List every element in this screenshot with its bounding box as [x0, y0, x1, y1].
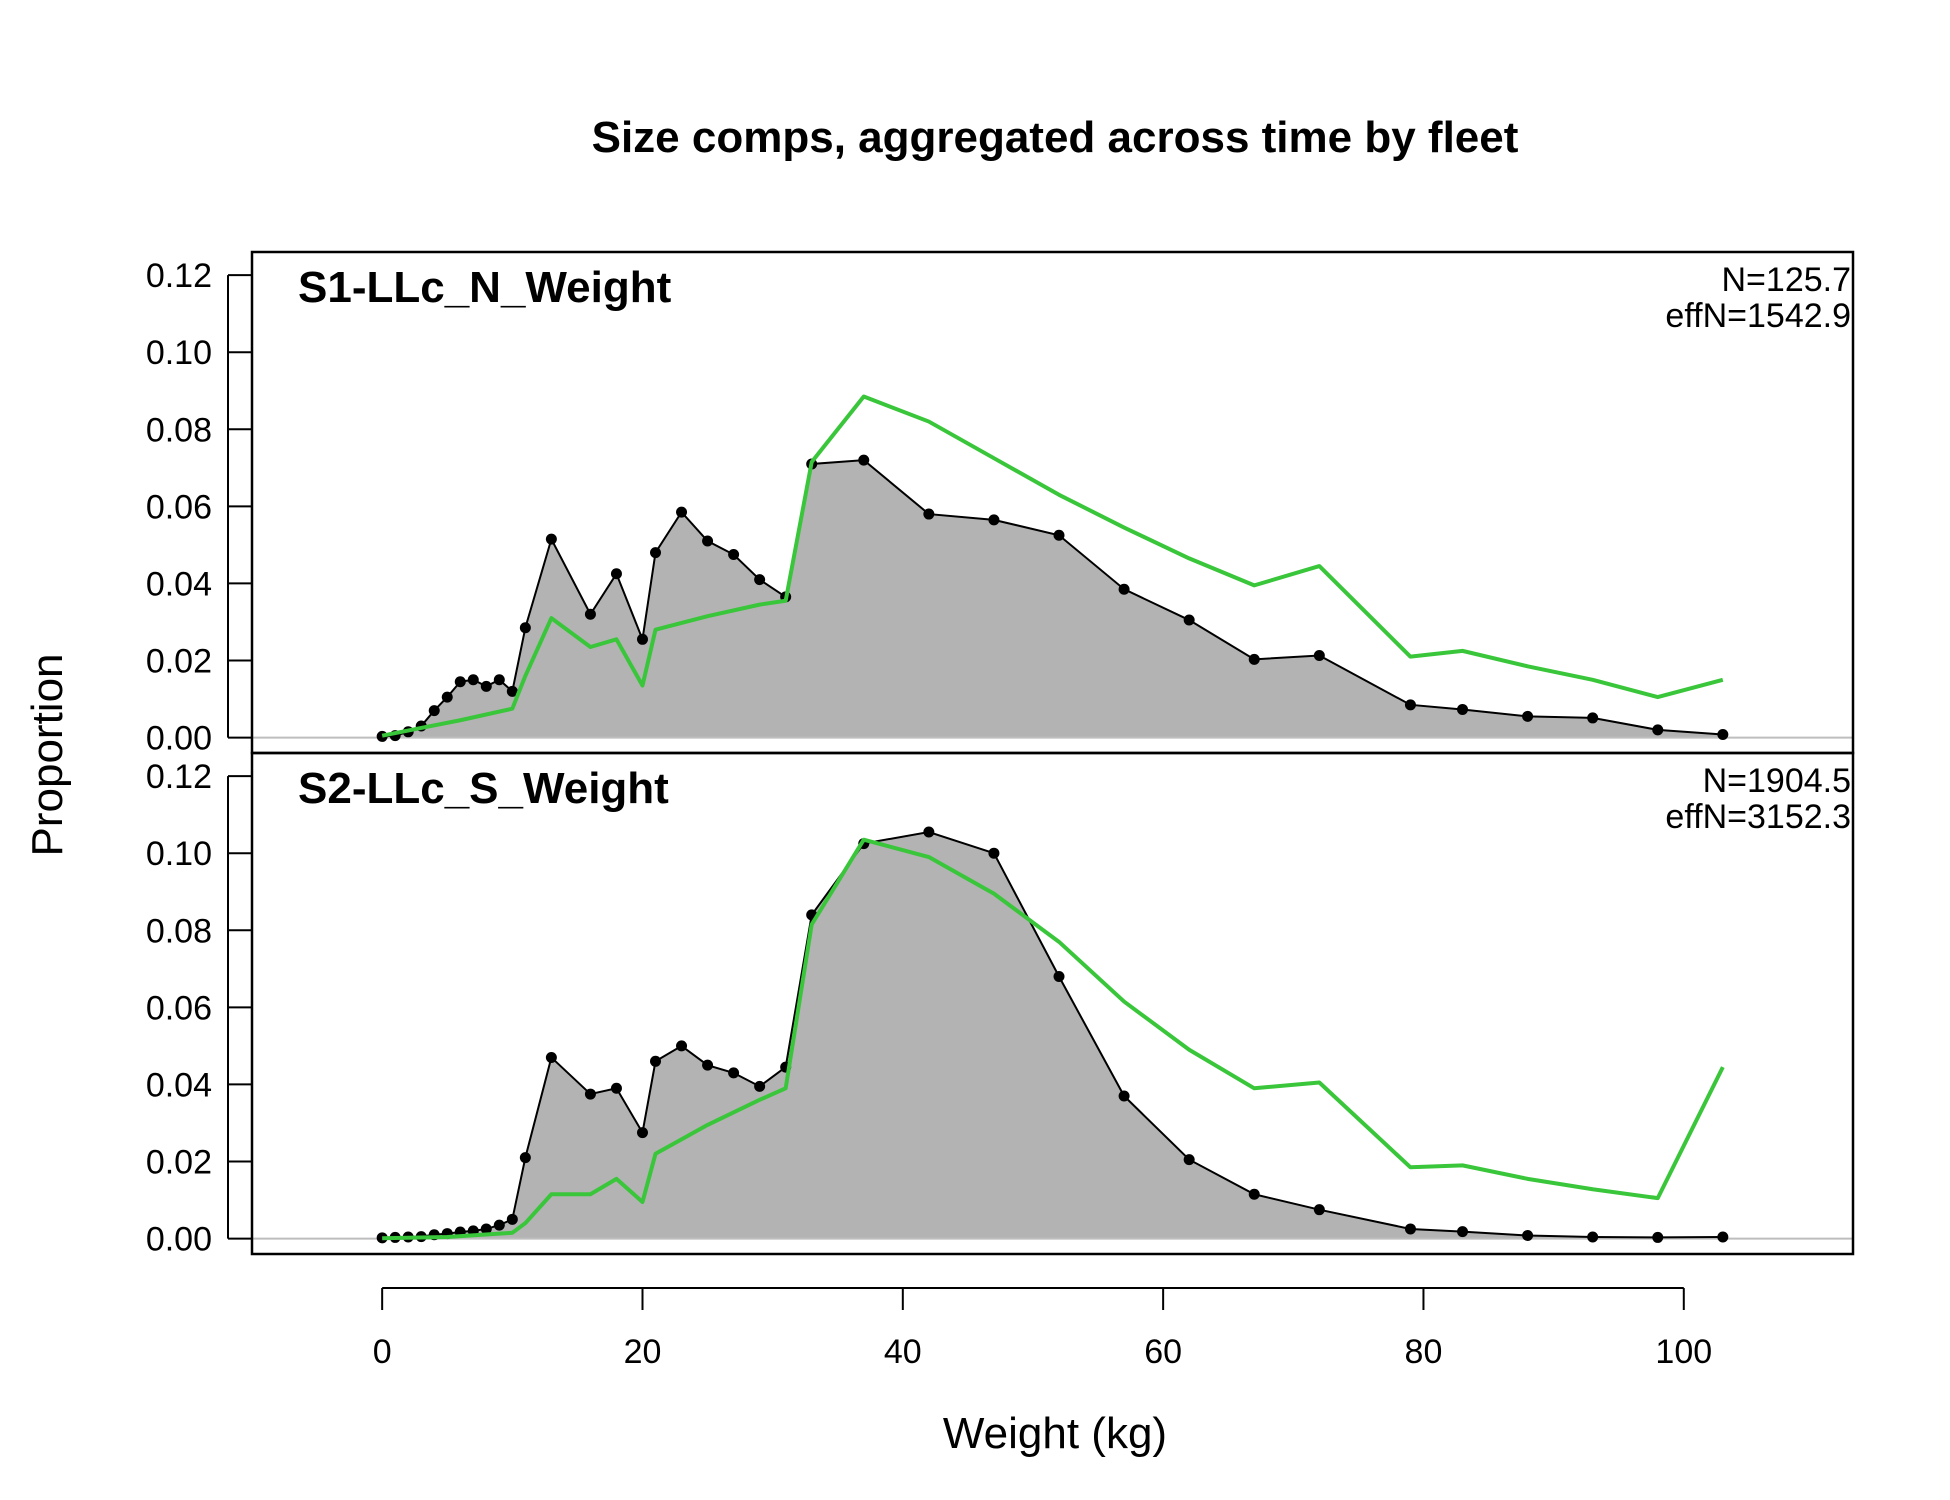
y-tick-label: 0.12 [146, 257, 212, 295]
observed-point [1717, 1231, 1729, 1243]
y-tick-label: 0.08 [146, 411, 212, 449]
observed-point [676, 506, 688, 518]
y-axis: 0.00 0.02 0.04 0.06 0.08 0.10 0.12 [146, 257, 252, 758]
n-label: N=1904.5 [1703, 762, 1851, 800]
observed-point [1053, 529, 1065, 541]
observed-point [1404, 1223, 1416, 1235]
observed-point [923, 826, 935, 838]
observed-point [610, 568, 622, 580]
x-axis: 0 20 40 60 80 100 [373, 1287, 1712, 1371]
observed-point [1457, 1226, 1469, 1238]
y-tick-label: 0.08 [146, 912, 212, 950]
observed-point [1183, 614, 1195, 626]
observed-point [1313, 1204, 1325, 1216]
y-tick-label: 0.06 [146, 488, 212, 526]
observed-point [1248, 653, 1260, 665]
observed-point [636, 1127, 648, 1139]
observed-point [988, 514, 1000, 526]
panel-frame [250, 751, 1855, 1256]
panels: 0.00 0.02 0.04 0.06 0.08 0.10 0.12 S1-LLc_N_Wei… [146, 250, 1855, 1259]
observed-point [610, 1082, 622, 1094]
effn-label: effN=1542.9 [1665, 297, 1851, 335]
x-tick-label: 60 [1144, 1333, 1182, 1371]
x-tick-label: 80 [1405, 1333, 1443, 1371]
x-tick-label: 40 [884, 1333, 922, 1371]
observed-point [506, 685, 518, 697]
observed-point [1118, 1090, 1130, 1102]
x-axis-label: Weight (kg) [943, 1409, 1167, 1458]
observed-point [1053, 971, 1065, 983]
observed-point [519, 622, 531, 634]
observed-point [754, 1080, 766, 1092]
panel-1: 0.00 0.02 0.04 0.06 0.08 0.10 0.12 S1-LLc_N_Wei… [146, 250, 1855, 758]
observed-point [923, 508, 935, 520]
observed-point [519, 1152, 531, 1164]
observed-point [676, 1040, 688, 1052]
observed-point [454, 676, 466, 688]
observed-point [1404, 699, 1416, 711]
observed-point [1248, 1188, 1260, 1200]
y-tick-label: 0.12 [146, 758, 212, 796]
panel-label: S1-LLc_N_Weight [298, 263, 672, 312]
observed-point [728, 1067, 740, 1079]
x-tick-label: 0 [373, 1333, 392, 1371]
y-tick-label: 0.10 [146, 334, 212, 372]
panel-2: 0.00 0.02 0.04 0.06 0.08 0.10 0.12 S2-LLc_S_Wei… [146, 751, 1855, 1259]
observed-point [506, 1213, 518, 1225]
observed-area [382, 460, 1723, 738]
observed-point [584, 608, 596, 620]
y-tick-label: 0.00 [146, 1221, 212, 1259]
observed-point [702, 1059, 714, 1071]
observed-point [1587, 712, 1599, 724]
observed-point [545, 1051, 557, 1063]
effn-label: effN=3152.3 [1665, 798, 1851, 836]
observed-area [382, 832, 1723, 1239]
y-tick-label: 0.10 [146, 835, 212, 873]
observed-point [754, 574, 766, 586]
panel-label: S2-LLc_S_Weight [298, 764, 669, 813]
observed-point [441, 691, 453, 703]
chart-title: Size comps, aggregated across time by fl… [592, 113, 1519, 162]
x-tick-label: 100 [1655, 1333, 1712, 1371]
y-axis-label: Proportion [23, 653, 72, 856]
observed-point [1522, 710, 1534, 722]
observed-point [493, 1219, 505, 1231]
observed-point [1522, 1230, 1534, 1242]
y-tick-label: 0.02 [146, 1144, 212, 1182]
observed-point [1587, 1231, 1599, 1243]
y-tick-label: 0.04 [146, 565, 212, 603]
observed-point [428, 705, 440, 717]
y-tick-label: 0.06 [146, 989, 212, 1027]
observed-point [480, 1223, 492, 1235]
observed-point [467, 674, 479, 686]
observed-point [1118, 583, 1130, 595]
y-tick-label: 0.02 [146, 643, 212, 681]
observed-point [988, 847, 1000, 859]
y-axis: 0.00 0.02 0.04 0.06 0.08 0.10 0.12 [146, 758, 252, 1259]
observed-point [702, 535, 714, 547]
observed-point [650, 1055, 662, 1067]
x-tick-label: 20 [624, 1333, 662, 1371]
expected-line [381, 394, 1724, 738]
observed-point [858, 454, 870, 466]
y-tick-label: 0.04 [146, 1066, 212, 1104]
observed-point [1652, 724, 1664, 736]
observed-point [636, 633, 648, 645]
observed-point [1457, 703, 1469, 715]
n-label: N=125.7 [1722, 261, 1852, 299]
observed-point [1313, 649, 1325, 661]
observed-point [584, 1088, 596, 1100]
observed-point [650, 547, 662, 559]
expected-line [382, 837, 1725, 1241]
observed-point [545, 533, 557, 545]
observed-point [1183, 1154, 1195, 1166]
observed-point [1717, 729, 1729, 741]
observed-point [728, 549, 740, 561]
observed-point [493, 674, 505, 686]
y-tick-label: 0.00 [146, 720, 212, 758]
observed-point [1652, 1231, 1664, 1243]
observed-point [480, 680, 492, 692]
